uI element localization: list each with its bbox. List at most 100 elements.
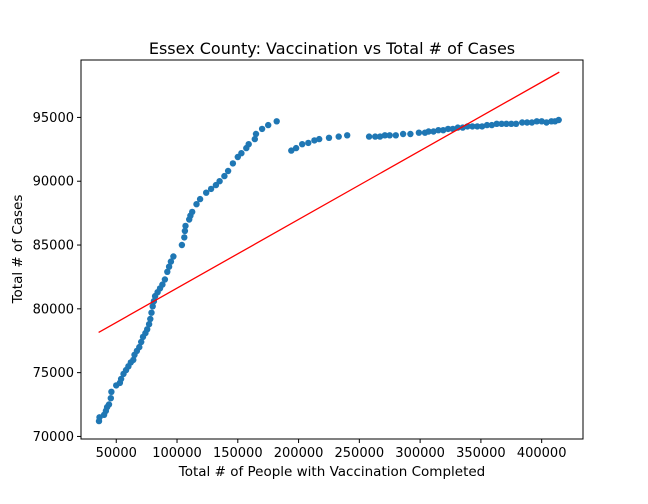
y-tick-label: 90000: [33, 175, 74, 190]
data-point: [203, 189, 210, 196]
data-point: [469, 123, 476, 130]
data-point: [316, 135, 323, 143]
data-point: [493, 120, 500, 128]
y-tick-label: 95000: [33, 111, 74, 126]
data-point: [365, 133, 373, 140]
data-point: [136, 343, 143, 351]
data-point: [512, 120, 520, 128]
data-point: [435, 127, 442, 134]
data-point: [117, 375, 125, 383]
data-point: [474, 123, 481, 130]
data-point: [105, 401, 113, 408]
data-point: [430, 128, 437, 135]
data-point: [440, 127, 447, 134]
data-point: [528, 119, 536, 126]
data-point: [407, 130, 414, 138]
y-tick-label: 85000: [33, 239, 74, 254]
y-axis: 70000 75000 80000 85000 90000 95000: [33, 111, 81, 445]
data-point: [165, 263, 173, 270]
y-tick-label: 80000: [33, 302, 74, 317]
data-point: [483, 121, 491, 129]
data-point: [147, 315, 154, 323]
data-point: [265, 121, 272, 129]
data-point: [130, 356, 137, 364]
data-point: [392, 132, 399, 139]
x-tick-label: 200000: [274, 446, 324, 461]
x-tick-label: 50000: [96, 446, 137, 461]
data-point: [181, 227, 189, 235]
data-point: [325, 134, 333, 141]
data-point: [488, 121, 495, 129]
data-point: [144, 326, 151, 333]
data-point: [335, 133, 342, 140]
y-tick-label: 75000: [33, 366, 74, 381]
data-point: [178, 241, 186, 249]
data-point: [415, 129, 423, 136]
x-tick-label: 250000: [335, 446, 385, 461]
data-point: [523, 119, 531, 126]
data-point: [161, 276, 169, 283]
x-tick-label: 400000: [517, 446, 567, 461]
data-point: [292, 144, 300, 152]
data-point: [258, 125, 266, 133]
plot-frame: [80, 59, 584, 440]
data-point: [181, 234, 188, 241]
x-tick-label: 150000: [213, 446, 263, 461]
y-axis-label: Total # of Cases: [10, 195, 26, 305]
data-point: [288, 147, 295, 154]
data-point: [164, 268, 171, 275]
data-point: [229, 160, 237, 167]
data-point: [478, 123, 486, 130]
data-point: [167, 258, 175, 265]
data-point: [508, 120, 515, 128]
data-point: [503, 120, 510, 128]
x-tick-label: 300000: [395, 446, 445, 461]
data-point: [189, 208, 196, 216]
data-point: [273, 118, 280, 125]
chart-title: Essex County: Vaccination vs Total # of …: [149, 39, 515, 58]
data-point: [224, 167, 232, 175]
data-point: [221, 172, 228, 180]
data-point: [196, 195, 204, 203]
data-point: [533, 118, 540, 125]
data-point: [216, 178, 223, 185]
x-axis: 50000 100000 150000 200000 250000 300000 35000…: [96, 439, 567, 461]
data-point: [449, 125, 457, 133]
data-point: [381, 132, 389, 139]
data-point: [372, 133, 379, 140]
data-point: [170, 253, 177, 260]
data-point: [159, 281, 166, 288]
data-point: [543, 119, 550, 126]
data-point: [251, 135, 258, 143]
data-point: [555, 116, 562, 124]
data-point: [425, 128, 432, 135]
data-point: [107, 395, 115, 402]
data-point: [182, 222, 189, 230]
data-point: [108, 388, 115, 395]
data-point: [245, 141, 252, 148]
data-point: [498, 120, 505, 128]
x-tick-label: 100000: [152, 446, 202, 461]
data-point: [305, 139, 312, 147]
data-point: [238, 150, 245, 157]
data-point: [444, 125, 452, 133]
data-point: [399, 130, 407, 138]
data-point: [145, 321, 153, 328]
data-point: [299, 141, 306, 148]
data-point: [207, 185, 215, 193]
data-point: [148, 309, 155, 316]
data-point: [138, 338, 145, 346]
data-point: [149, 303, 156, 310]
regression-line: [98, 71, 560, 334]
x-axis-label: Total # of People with Vaccination Compl…: [178, 464, 485, 480]
data-point: [252, 130, 260, 138]
data-point: [386, 132, 393, 139]
data-point: [311, 137, 318, 144]
data-point: [519, 119, 526, 126]
data-point: [344, 132, 351, 139]
data-point: [193, 201, 200, 208]
data-point: [538, 118, 545, 125]
x-tick-label: 350000: [456, 446, 506, 461]
plot-area: [95, 71, 562, 425]
